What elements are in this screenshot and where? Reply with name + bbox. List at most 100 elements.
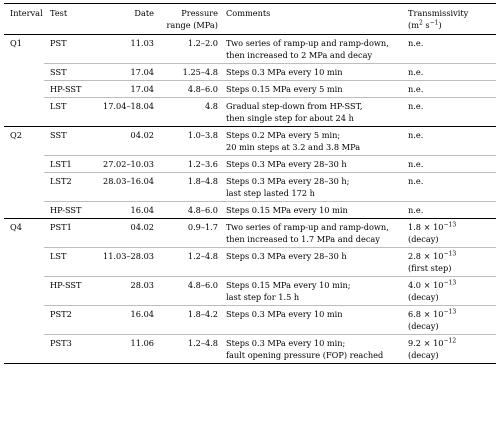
cell-transmissivity: 6.8 × 10−13 (decay) [402, 305, 496, 335]
cell-interval [4, 277, 44, 306]
cell-comments: Gradual step-down from HP-SST, then sing… [220, 97, 402, 127]
cell-interval [4, 334, 44, 364]
cell-test: PST [50, 38, 67, 48]
cell-test: HP-SST [44, 80, 90, 98]
cell-comments: Steps 0.3 MPa every 10 min [220, 305, 402, 335]
cell-test: LST [44, 247, 90, 277]
cell-transmissivity: n.e. [402, 201, 496, 219]
cell-transmissivity: n.e. [402, 97, 496, 127]
cell-comments: Steps 0.15 MPa every 5 min [220, 80, 402, 98]
cell-comments: Steps 0.3 MPa every 28–30 h [220, 155, 402, 173]
cell-pressure: 4.8–6.0 [156, 80, 220, 98]
cell-date: 11.03 [130, 38, 154, 48]
cell-test: HP-SST [44, 276, 90, 306]
cell-transmissivity: n.e. [402, 63, 496, 81]
table-row: Q2 SST 04.02 1.0–3.8 Steps 0.2 MPa every… [4, 126, 496, 156]
cell-pressure: 1.0–3.8 [156, 126, 220, 156]
cell-transmissivity: n.e. [402, 126, 496, 156]
header-interval: Interval [10, 8, 43, 18]
cell-pressure: 4.8–6.0 [156, 276, 220, 306]
table-row: LST2 28.03–16.04 1.8–4.8 Steps 0.3 MPa e… [4, 172, 496, 202]
cell-pressure: 1.2–4.8 [156, 247, 220, 277]
header-comments: Comments [226, 8, 271, 18]
cell-date: 17.04 [90, 63, 156, 81]
cell-date: 28.03 [90, 276, 156, 306]
table-row: SST 17.04 1.25–4.8 Steps 0.3 MPa every 1… [4, 63, 496, 81]
cell-test: PST1 [44, 218, 90, 248]
cell-date: 16.04 [90, 201, 156, 219]
cell-comments: Two series of ramp-up and ramp-down, the… [226, 38, 389, 60]
cell-transmissivity: n.e. [402, 172, 496, 202]
cell-pressure: 1.2–2.0 [187, 38, 218, 48]
table-row: HP-SST 28.03 4.8–6.0 Steps 0.15 MPa ever… [4, 276, 496, 306]
cell-pressure: 1.25–4.8 [156, 63, 220, 81]
cell-pressure: 4.8 [156, 97, 220, 127]
cell-transmissivity: 9.2 × 10−12 (decay) [402, 334, 496, 364]
cell-pressure: 1.2–3.6 [156, 155, 220, 173]
cell-interval [4, 173, 44, 202]
cell-pressure: 4.8–6.0 [156, 201, 220, 219]
cell-test: LST [44, 97, 90, 127]
cell-test: PST2 [44, 305, 90, 335]
cell-interval [4, 156, 44, 173]
cell-comments: Steps 0.3 MPa every 28–30 h; last step l… [220, 172, 402, 202]
table-row: HP-SST 17.04 4.8–6.0 Steps 0.15 MPa ever… [4, 80, 496, 98]
cell-comments: Two series of ramp-up and ramp-down, the… [220, 218, 402, 248]
table-row: Q4 PST1 04.02 0.9–1.7 Two series of ramp… [4, 218, 496, 248]
cell-interval: Q1 [10, 38, 22, 48]
cell-interval [4, 248, 44, 277]
cell-comments: Steps 0.3 MPa every 10 min; fault openin… [220, 334, 402, 364]
cell-pressure: 0.9–1.7 [156, 218, 220, 248]
header-test: Test [50, 8, 68, 18]
cell-pressure: 1.2–4.8 [156, 334, 220, 364]
cell-test: LST1 [44, 155, 90, 173]
table-body: Q1 PST 11.03 1.2–2.0 Two series of ramp-… [4, 35, 496, 364]
cell-date: 17.04–18.04 [90, 97, 156, 127]
cell-date: 04.02 [90, 218, 156, 248]
cell-interval [4, 81, 44, 98]
header-date: Date [134, 8, 154, 18]
cell-comments: Steps 0.3 MPa every 10 min [220, 63, 402, 81]
header-transmissivity: Transmissivity (m2 s−1) [408, 8, 469, 30]
cell-comments: Steps 0.3 MPa every 28–30 h [220, 247, 402, 277]
cell-comments: Steps 0.15 MPa every 10 min; last step f… [220, 276, 402, 306]
cell-interval [4, 98, 44, 127]
cell-pressure: 1.8–4.8 [156, 172, 220, 202]
cell-interval [4, 306, 44, 335]
cell-transmissivity: n.e. [408, 38, 424, 48]
table-row: PST2 16.04 1.8–4.2 Steps 0.3 MPa every 1… [4, 305, 496, 335]
cell-pressure: 1.8–4.2 [156, 305, 220, 335]
cell-test: SST [44, 63, 90, 81]
cell-interval: Q2 [4, 126, 44, 156]
cell-transmissivity: 4.0 × 10−13 (decay) [402, 276, 496, 306]
table-row: PST3 11.06 1.2–4.8 Steps 0.3 MPa every 1… [4, 334, 496, 364]
cell-date: 28.03–16.04 [90, 172, 156, 202]
cell-interval: Q4 [4, 218, 44, 248]
cell-test: LST2 [44, 172, 90, 202]
table-row: HP-SST 16.04 4.8–6.0 Steps 0.15 MPa ever… [4, 201, 496, 219]
cell-date: 27.02–10.03 [90, 155, 156, 173]
cell-transmissivity: 1.8 × 10−13 (decay) [402, 218, 496, 248]
table-row: LST1 27.02–10.03 1.2–3.6 Steps 0.3 MPa e… [4, 155, 496, 173]
cell-date: 16.04 [90, 305, 156, 335]
cell-test: HP-SST [44, 201, 90, 219]
cell-comments: Steps 0.2 MPa every 5 min; 20 min steps … [220, 126, 402, 156]
test-summary-table: Interval Test Date Pressure range (MPa) … [4, 3, 496, 364]
cell-interval [4, 64, 44, 81]
table-row: LST 11.03–28.03 1.2–4.8 Steps 0.3 MPa ev… [4, 247, 496, 277]
cell-transmissivity: 2.8 × 10−13 (first step) [402, 247, 496, 277]
cell-transmissivity: n.e. [402, 80, 496, 98]
table-row: Q1 PST 11.03 1.2–2.0 Two series of ramp-… [4, 35, 496, 64]
table-header-row: Interval Test Date Pressure range (MPa) … [4, 3, 496, 35]
cell-date: 04.02 [90, 126, 156, 156]
cell-date: 11.03–28.03 [90, 247, 156, 277]
table-row: LST 17.04–18.04 4.8 Gradual step-down fr… [4, 97, 496, 127]
header-pressure: Pressure range (MPa) [166, 8, 218, 30]
cell-interval [4, 202, 44, 219]
cell-date: 11.06 [90, 334, 156, 364]
cell-comments: Steps 0.15 MPa every 10 min [220, 201, 402, 219]
cell-test: PST3 [44, 334, 90, 364]
cell-transmissivity: n.e. [402, 155, 496, 173]
cell-date: 17.04 [90, 80, 156, 98]
cell-test: SST [44, 126, 90, 156]
